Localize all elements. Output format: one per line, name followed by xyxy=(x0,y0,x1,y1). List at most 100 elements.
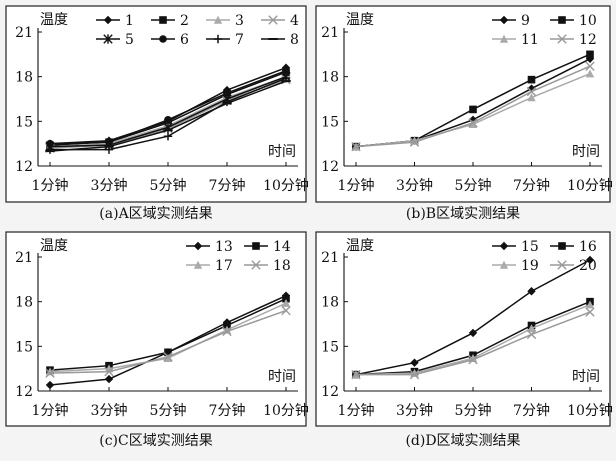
legend-label: 5 xyxy=(125,32,134,48)
legend-marker xyxy=(103,34,113,44)
legend-label: 18 xyxy=(273,258,291,274)
panel-frame xyxy=(5,231,307,427)
data-point xyxy=(45,368,55,378)
data-point xyxy=(526,329,537,340)
data-point xyxy=(585,307,595,317)
legend-label: 7 xyxy=(235,32,244,48)
panel-caption: (c)C区域实测结果 xyxy=(99,433,212,449)
data-point xyxy=(164,116,172,124)
y-axis-title: 温度 xyxy=(346,12,374,28)
legend-item-8: 8 xyxy=(261,32,299,48)
data-point xyxy=(410,358,419,367)
x-tick-label: 1分钟 xyxy=(32,177,69,194)
legend-marker xyxy=(268,15,278,25)
legend-item-17: 17 xyxy=(186,258,233,274)
series-18 xyxy=(45,305,291,378)
data-point xyxy=(105,138,113,146)
y-tick-label: 15 xyxy=(15,114,33,130)
legend-label: 20 xyxy=(579,258,597,274)
data-point xyxy=(282,294,290,303)
x-tick-label: 10分钟 xyxy=(263,177,309,194)
x-tick-label: 5分钟 xyxy=(455,177,492,194)
x-tick-label: 5分钟 xyxy=(455,402,492,419)
panel-frame xyxy=(5,5,307,203)
y-tick-label: 12 xyxy=(15,159,33,175)
legend-marker xyxy=(251,260,261,270)
legend-marker xyxy=(252,242,260,250)
data-point xyxy=(163,354,173,362)
x-tick-label: 3分钟 xyxy=(396,402,433,419)
legend-marker xyxy=(159,16,167,24)
legend-label: 1 xyxy=(125,13,134,29)
legend-marker xyxy=(499,241,509,251)
data-point xyxy=(45,145,55,154)
legend-label: 2 xyxy=(180,13,189,29)
data-point xyxy=(223,321,231,330)
legend-item-10: 10 xyxy=(550,13,597,29)
legend-marker xyxy=(213,15,223,24)
legend-label: 9 xyxy=(521,13,530,29)
x-tick-label: 1分钟 xyxy=(338,177,375,194)
x-tick-label: 3分钟 xyxy=(91,402,128,419)
data-point xyxy=(45,380,55,390)
data-point xyxy=(585,69,595,78)
legend: 13 14 17 18 xyxy=(186,239,291,274)
legend-label: 6 xyxy=(180,32,189,48)
data-point xyxy=(104,366,114,377)
series-12 xyxy=(351,61,595,152)
series-8 xyxy=(45,80,291,153)
legend-marker xyxy=(499,15,509,25)
panel-caption: (a)A区域实测结果 xyxy=(99,206,212,222)
y-tick-label: 18 xyxy=(321,295,339,311)
data-point xyxy=(163,132,173,141)
legend-label: 13 xyxy=(215,239,233,255)
legend-marker xyxy=(557,260,567,270)
legend-item-13: 13 xyxy=(186,239,233,255)
legend-label: 17 xyxy=(215,258,233,274)
data-point xyxy=(104,374,114,384)
legend-item-4: 4 xyxy=(261,13,299,29)
legend-item-9: 9 xyxy=(492,13,530,29)
data-point xyxy=(527,287,536,296)
y-tick-label: 12 xyxy=(321,384,339,400)
data-point xyxy=(468,120,478,129)
data-point xyxy=(469,105,477,114)
data-point xyxy=(409,369,420,380)
legend-item-3: 3 xyxy=(206,13,244,29)
data-point xyxy=(46,139,54,148)
legend-marker xyxy=(213,34,223,44)
data-point xyxy=(164,348,172,357)
y-tick-label: 18 xyxy=(15,295,33,311)
legend-marker xyxy=(193,241,203,251)
legend-item-7: 7 xyxy=(206,32,244,48)
panel-caption: (b)B区域实测结果 xyxy=(406,206,520,222)
data-point xyxy=(585,61,595,71)
x-tick-label: 10分钟 xyxy=(263,402,309,419)
legend-item-15: 15 xyxy=(492,239,539,255)
data-point xyxy=(585,300,595,309)
x-tick-label: 7分钟 xyxy=(513,402,550,419)
y-tick-label: 18 xyxy=(321,70,339,86)
x-tick-label: 10分钟 xyxy=(567,177,613,194)
y-tick-label: 21 xyxy=(15,25,33,41)
legend-label: 4 xyxy=(290,13,299,29)
x-tick-label: 5分钟 xyxy=(150,177,187,194)
legend-label: 14 xyxy=(273,239,291,255)
data-point xyxy=(468,355,478,365)
legend-label: 8 xyxy=(290,32,299,48)
x-tick-label: 3分钟 xyxy=(91,177,128,194)
y-tick-label: 21 xyxy=(321,25,339,41)
legend-label: 12 xyxy=(579,32,597,48)
y-axis-title: 温度 xyxy=(40,238,68,254)
legend-item-1: 1 xyxy=(96,13,134,29)
x-axis-title: 时间 xyxy=(268,369,296,385)
legend-item-16: 16 xyxy=(550,239,597,255)
legend: 9 10 11 12 xyxy=(492,13,597,48)
y-tick-label: 15 xyxy=(321,339,339,355)
legend-item-14: 14 xyxy=(244,239,291,255)
legend-item-18: 18 xyxy=(244,258,291,274)
data-point xyxy=(351,141,361,152)
legend-label: 16 xyxy=(579,239,597,255)
